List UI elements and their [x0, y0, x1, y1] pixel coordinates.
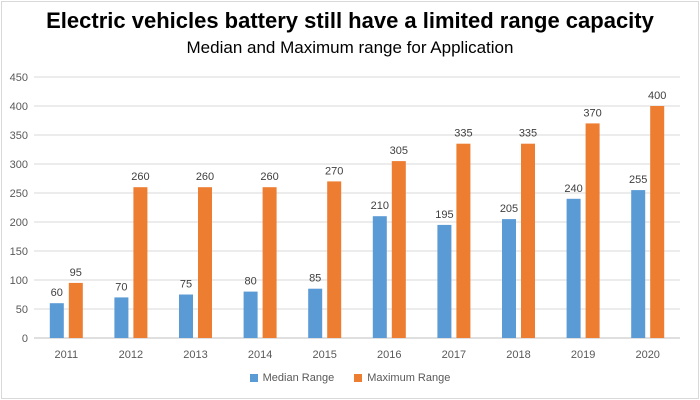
data-label-median: 60 — [51, 287, 63, 299]
y-tick-label: 250 — [10, 188, 28, 200]
bar-median-range — [243, 291, 258, 338]
legend-item-median: Median Range — [249, 372, 335, 384]
bar-maximum-range — [391, 161, 406, 338]
y-tick-label: 100 — [10, 275, 28, 287]
bar-maximum-range — [68, 282, 83, 338]
bar-maximum-range — [262, 187, 277, 338]
x-tick-label: 2014 — [248, 349, 272, 361]
x-tick-label: 2017 — [442, 349, 466, 361]
data-label-maximum: 260 — [196, 171, 214, 183]
y-tick-label: 200 — [10, 217, 28, 229]
bar-maximum-range — [456, 143, 471, 338]
bar-median-range — [502, 219, 516, 338]
data-label-maximum: 370 — [583, 107, 601, 119]
data-label-median: 75 — [180, 279, 192, 291]
y-tick-label: 450 — [10, 72, 28, 84]
bar-median-range — [49, 303, 64, 338]
data-label-maximum: 335 — [519, 128, 537, 140]
x-tick-label: 2013 — [183, 349, 207, 361]
chart-legend: Median Range Maximum Range — [0, 372, 700, 384]
data-label-median: 210 — [371, 200, 389, 212]
bar-maximum-range — [327, 181, 342, 338]
bar-median-range — [114, 297, 129, 338]
x-tick-label: 2016 — [377, 349, 401, 361]
chart-title: Electric vehicles battery still have a l… — [46, 8, 654, 33]
data-label-maximum: 270 — [325, 165, 343, 177]
data-label-median: 195 — [435, 209, 453, 221]
x-tick-label: 2011 — [54, 349, 78, 361]
data-label-median: 255 — [629, 174, 647, 186]
bar-maximum-range — [650, 106, 665, 338]
data-label-maximum: 335 — [454, 128, 472, 140]
y-tick-label: 150 — [10, 246, 28, 258]
legend-label-median: Median Range — [262, 372, 335, 384]
bar-median-range — [437, 224, 452, 338]
data-label-maximum: 260 — [131, 171, 149, 183]
bar-maximum-range — [585, 123, 600, 339]
bar-median-range — [179, 294, 193, 338]
data-label-median: 70 — [115, 281, 127, 293]
y-tick-label: 0 — [22, 333, 28, 345]
chart-subtitle: Median and Maximum range for Application — [186, 38, 514, 57]
x-tick-label: 2019 — [571, 349, 595, 361]
data-label-median: 240 — [564, 183, 582, 195]
bar-maximum-range — [133, 187, 148, 338]
data-label-maximum: 400 — [648, 90, 666, 102]
legend-label-maximum: Maximum Range — [367, 372, 451, 384]
bar-maximum-range — [521, 143, 535, 338]
bar-median-range — [308, 288, 323, 338]
bar-median-range — [566, 198, 581, 338]
data-label-median: 80 — [244, 276, 256, 288]
x-tick-label: 2018 — [506, 349, 530, 361]
x-tick-label: 2020 — [635, 349, 659, 361]
y-tick-label: 350 — [10, 130, 28, 142]
data-label-maximum: 305 — [390, 145, 408, 157]
legend-swatch-maximum — [354, 374, 363, 382]
bar-median-range — [631, 190, 646, 338]
legend-swatch-median — [249, 374, 258, 382]
x-tick-label: 2015 — [312, 349, 336, 361]
data-label-median: 205 — [500, 203, 518, 215]
y-tick-label: 300 — [10, 159, 28, 171]
bar-median-range — [372, 216, 387, 338]
data-label-maximum: 260 — [260, 171, 278, 183]
y-tick-label: 50 — [16, 304, 28, 316]
bar-maximum-range — [198, 187, 212, 338]
y-tick-label: 400 — [10, 101, 28, 113]
data-label-median: 85 — [309, 273, 321, 285]
legend-item-maximum: Maximum Range — [354, 372, 450, 384]
x-tick-label: 2012 — [119, 349, 143, 361]
data-label-maximum: 95 — [70, 267, 82, 279]
